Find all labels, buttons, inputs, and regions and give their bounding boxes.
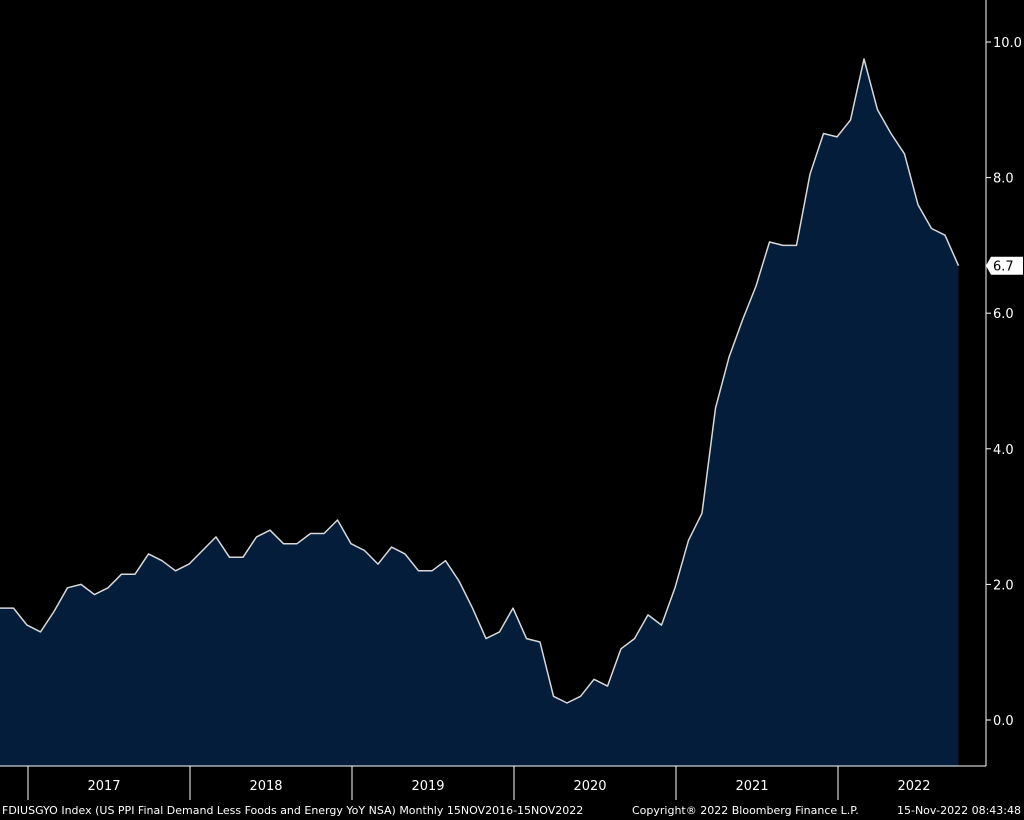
x-tick-label: 2021 [735, 779, 768, 794]
y-tick-label: 10.0 [993, 36, 1022, 51]
x-tick-label: 2018 [249, 779, 282, 794]
x-tick-label: 2019 [411, 779, 444, 794]
last-value-label: 6.7 [993, 260, 1014, 275]
y-tick-label: 2.0 [993, 578, 1014, 593]
y-tick-label: 4.0 [993, 443, 1014, 458]
x-tick-label: 2022 [897, 779, 930, 794]
y-ticks: 0.0 2.0 4.0 6.0 8.0 10.0 [986, 36, 1022, 729]
y-tick-label: 0.0 [993, 714, 1014, 729]
footer-timestamp: 15-Nov-2022 08:43:48 [896, 804, 1021, 817]
last-value-label-group: 6.7 [986, 256, 1023, 275]
footer-index-description: FDIUSGYO Index (US PPI Final Demand Less… [2, 804, 584, 817]
axes-layer [0, 0, 987, 767]
chart: 0.0 2.0 4.0 6.0 8.0 10.0 2017 2018 2019 2020 2021… [0, 0, 1024, 800]
series-area-fill [0, 59, 959, 766]
x-tick-label: 2017 [87, 779, 120, 794]
footer-copyright: Copyright® 2022 Bloomberg Finance L.P. [632, 804, 859, 817]
y-tick-label: 8.0 [993, 172, 1014, 187]
area-layer [0, 58, 960, 766]
y-tick-label: 6.0 [993, 307, 1014, 322]
last-value-label-box [986, 256, 1023, 275]
x-ticks: 2017 2018 2019 2020 2021 2022 [27, 766, 931, 800]
series-line [0, 58, 960, 704]
x-tick-label: 2020 [573, 779, 606, 794]
